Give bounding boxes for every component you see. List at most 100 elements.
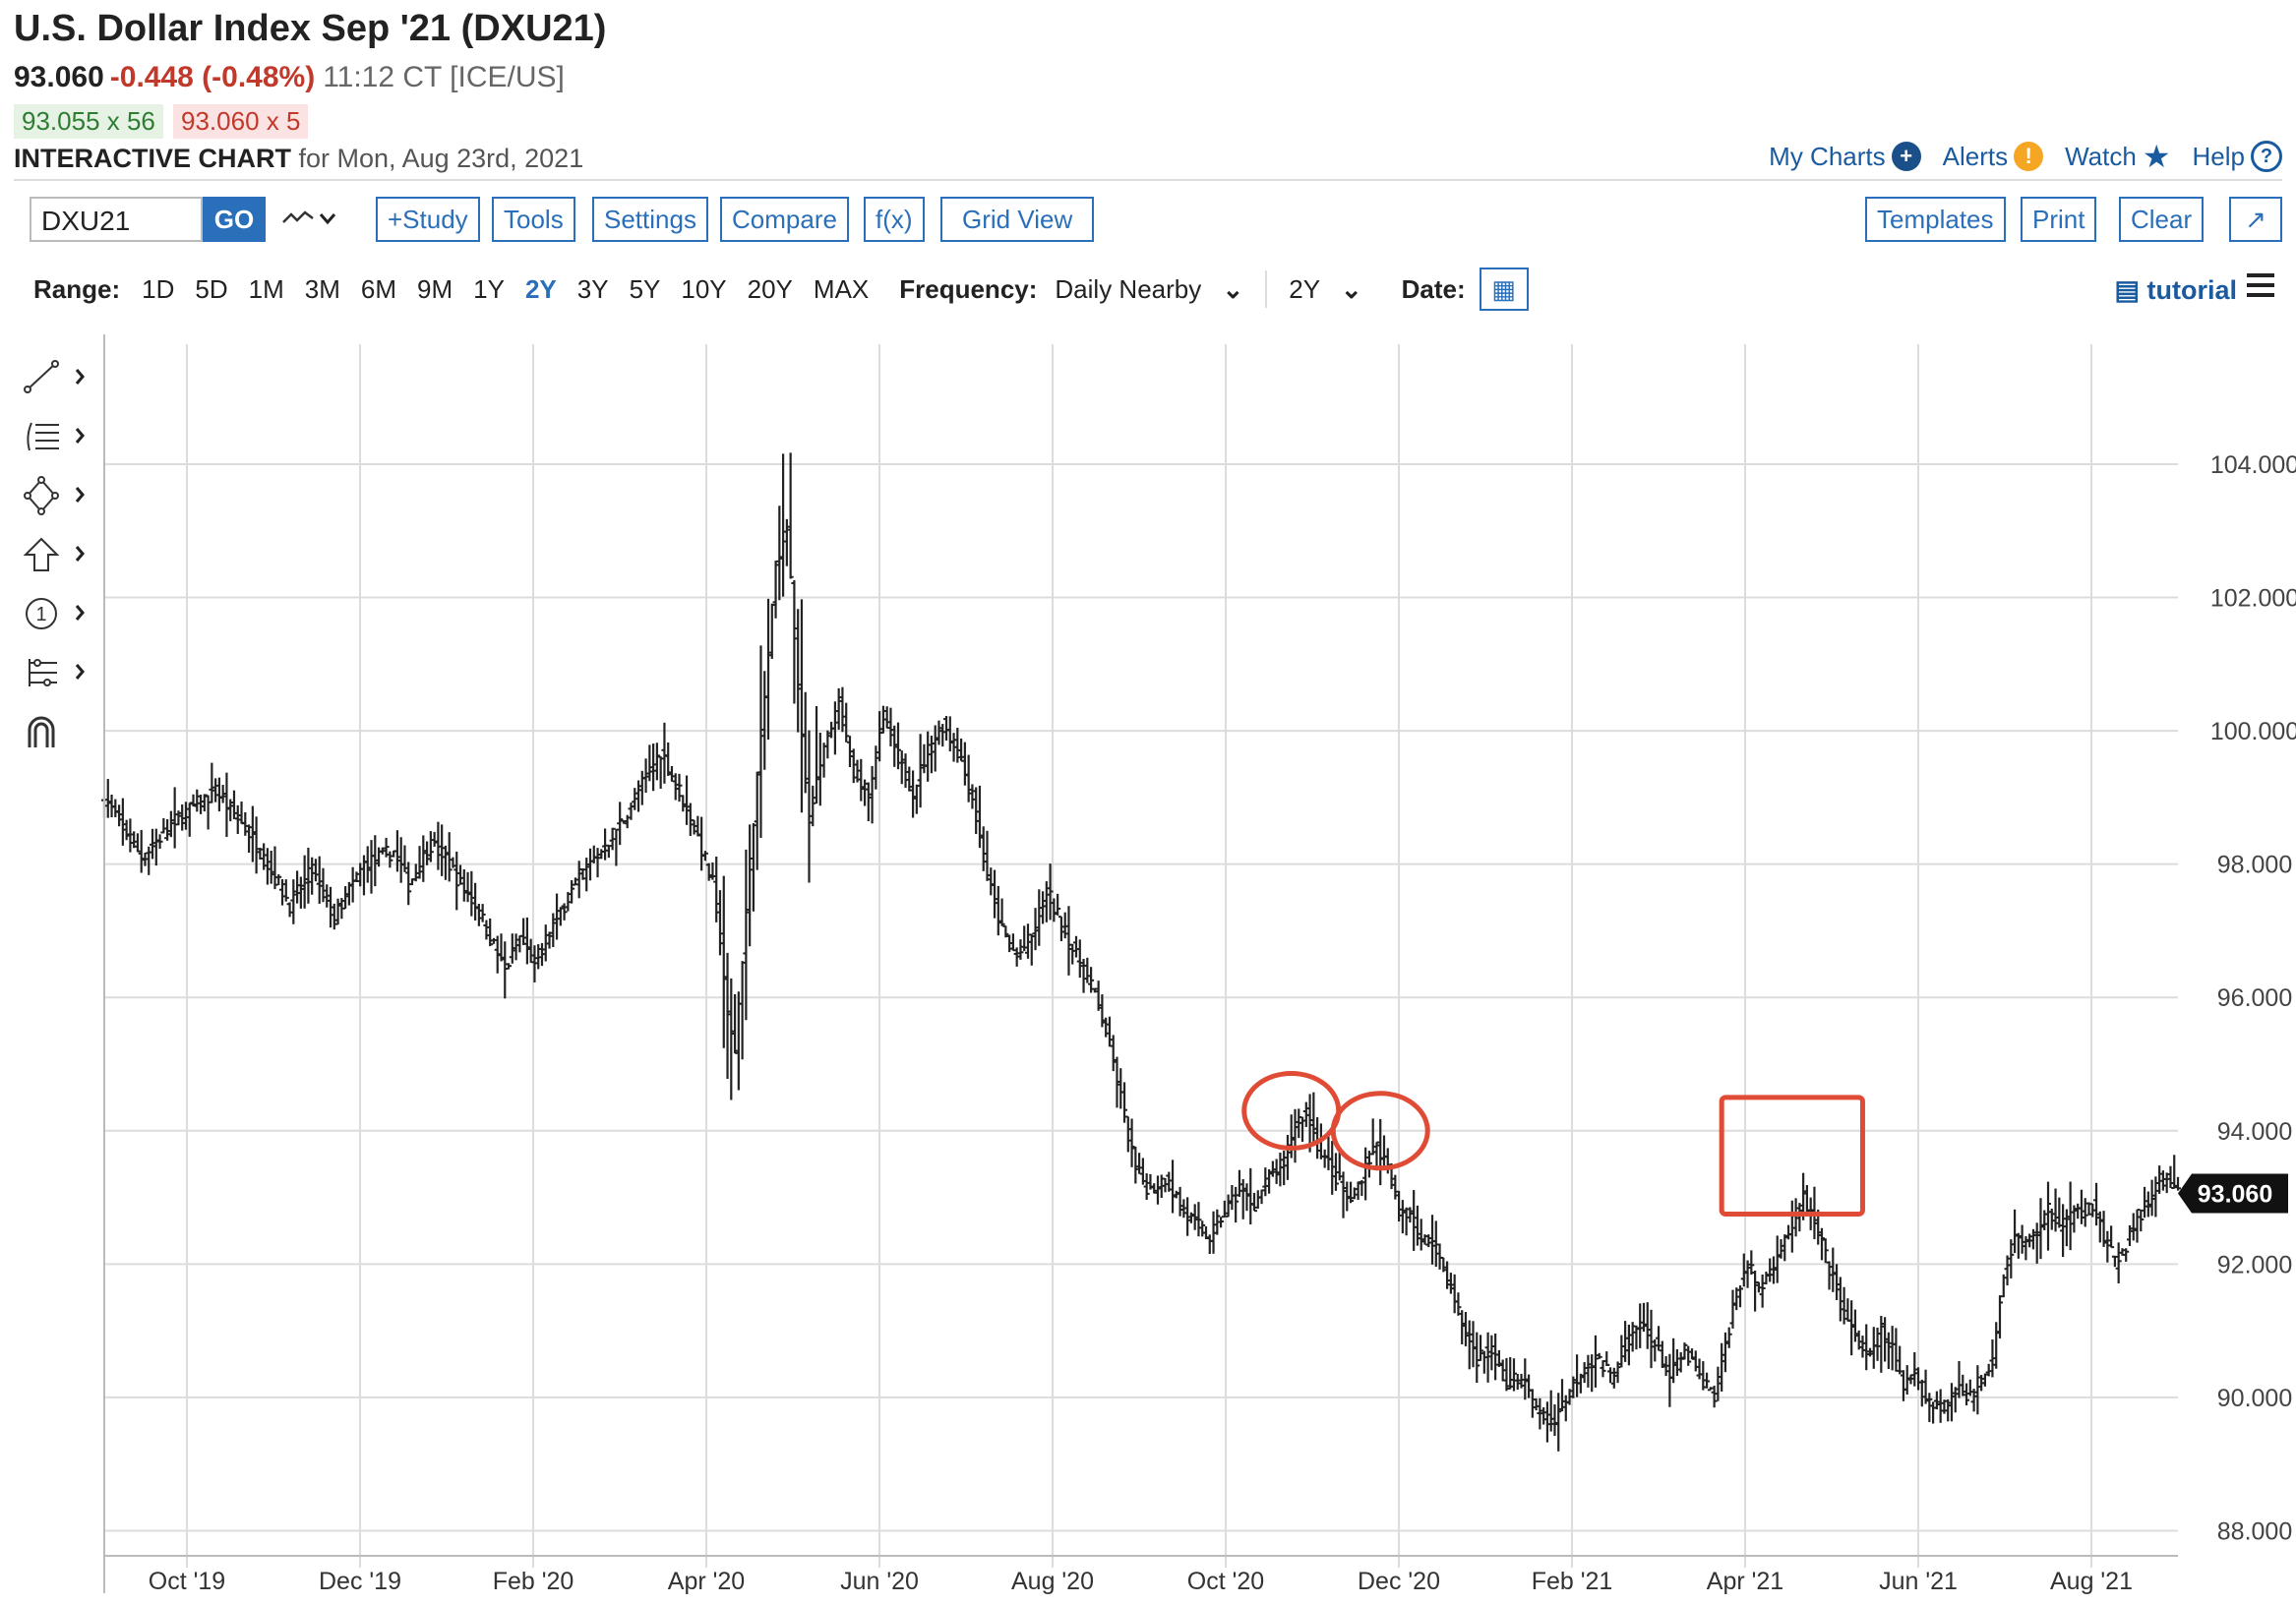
tutorial-link[interactable]: ▤ tutorial <box>2114 275 2237 306</box>
ohlc-bar <box>1296 1108 1302 1139</box>
ohlc-bar <box>1284 1135 1291 1180</box>
y-tick-label: 90.000 <box>2217 1385 2292 1412</box>
range-6m[interactable]: 6M <box>360 273 396 304</box>
price-chart[interactable]: Oct '19 Dec '19 Feb '20 Apr '20 Jun '20 Aug '… <box>0 325 2296 1605</box>
range-3m[interactable]: 3M <box>304 273 340 304</box>
ohlc-bar <box>527 938 534 964</box>
ohlc-bar <box>1118 1068 1124 1109</box>
ohlc-bar <box>1314 1116 1321 1159</box>
range-2y[interactable]: 2Y <box>524 273 557 304</box>
ohlc-bar <box>988 867 995 896</box>
range-10y[interactable]: 10Y <box>681 273 727 304</box>
frequency-select[interactable]: Daily Nearby ⌄ <box>1055 274 1243 305</box>
range-5d[interactable]: 5D <box>195 273 228 304</box>
line-tool[interactable] <box>22 358 91 397</box>
ohlc-bar <box>1941 1399 1948 1414</box>
ohlc-bar <box>1585 1354 1592 1388</box>
clear-button[interactable]: Clear <box>2119 197 2205 242</box>
ohlc-bar <box>550 913 557 948</box>
ohlc-bar <box>590 845 597 863</box>
arrow-up-icon <box>23 537 85 571</box>
date-label: Date: <box>1401 273 1466 304</box>
templates-button[interactable]: Templates <box>1865 197 2006 242</box>
shape-tool[interactable] <box>22 476 91 515</box>
ohlc-bar <box>435 821 442 870</box>
ohlc-bar <box>1603 1351 1610 1367</box>
annotation-tool[interactable]: 1 <box>22 594 91 633</box>
ohlc-bar <box>457 864 464 885</box>
ohlc-bar <box>624 814 631 829</box>
study-button[interactable]: +Study <box>376 197 480 242</box>
ohlc-bar <box>657 755 664 789</box>
ohlc-bar <box>720 875 727 1048</box>
ohlc-bar <box>1210 1211 1217 1254</box>
ohlc-bar <box>2004 1255 2011 1286</box>
grid-view-button[interactable]: Grid View <box>940 197 1095 242</box>
go-button[interactable]: GO <box>203 197 266 242</box>
ohlc-bar <box>1191 1204 1198 1230</box>
ohlc-bar <box>134 833 141 853</box>
chart-type-dropdown[interactable] <box>279 203 338 236</box>
ohlc-bar <box>353 871 360 882</box>
ohlc-bar <box>1874 1327 1881 1361</box>
help-link[interactable]: Help? <box>2193 141 2282 172</box>
arrow-tool[interactable] <box>22 535 91 574</box>
ohlc-bar <box>1526 1374 1533 1398</box>
calendar-button[interactable]: ▦ <box>1479 268 1529 311</box>
ohlc-bar <box>879 705 886 735</box>
alerts-link[interactable]: Alerts! <box>1943 142 2044 172</box>
range-label: Range: <box>33 273 121 304</box>
ohlc-bar <box>676 773 683 802</box>
ohlc-bar <box>628 802 634 820</box>
range-3y[interactable]: 3Y <box>576 273 609 304</box>
ohlc-bar <box>1024 923 1031 959</box>
ohlc-bar <box>579 867 586 880</box>
ohlc-bar <box>2071 1205 2078 1233</box>
ohlc-bar <box>910 770 917 818</box>
ohlc-bar <box>1510 1358 1517 1392</box>
ohlc-bar <box>1043 881 1050 922</box>
fx-button[interactable]: f(x) <box>864 197 925 242</box>
ohlc-bar <box>646 744 653 782</box>
tools-button[interactable]: Tools <box>492 197 575 242</box>
y-tick-label: 94.000 <box>2217 1118 2292 1146</box>
ohlc-bar <box>179 804 186 831</box>
range-9m[interactable]: 9M <box>417 273 453 304</box>
period-value: 2Y <box>1289 273 1320 304</box>
expand-button[interactable]: ↗ <box>2229 197 2282 242</box>
ohlc-bar <box>460 868 467 902</box>
range-1m[interactable]: 1M <box>248 273 284 304</box>
compare-button[interactable]: Compare <box>720 197 849 242</box>
watch-link[interactable]: Watch ★ <box>2065 138 2170 175</box>
range-20y[interactable]: 20Y <box>747 273 793 304</box>
ohlc-bar <box>1065 906 1072 976</box>
period-select[interactable]: 2Y ⌄ <box>1289 274 1361 305</box>
magnet-tool[interactable] <box>22 712 91 751</box>
ohlc-bar <box>802 691 809 794</box>
ohlc-bar <box>1978 1375 1985 1392</box>
print-button[interactable]: Print <box>2021 197 2097 242</box>
range-max[interactable]: MAX <box>813 273 870 304</box>
range-5y[interactable]: 5Y <box>629 273 661 304</box>
my-charts-link[interactable]: My Charts + <box>1769 142 1921 172</box>
ohlc-bar <box>906 766 913 792</box>
symbol-input[interactable]: DXU21 <box>30 197 203 242</box>
ohlc-bar <box>791 580 798 704</box>
ohlc-bar <box>1124 1115 1131 1153</box>
range-1y[interactable]: 1Y <box>473 273 505 304</box>
ohlc-bar <box>513 933 519 961</box>
menu-icon[interactable] <box>2247 273 2274 303</box>
fib-tool[interactable] <box>22 417 91 456</box>
ohlc-bar <box>261 843 268 870</box>
ohlc-bar <box>862 779 869 806</box>
ohlc-bar <box>1243 1183 1250 1212</box>
y-tick-label: 88.000 <box>2217 1517 2292 1545</box>
ohlc-bar <box>1288 1114 1295 1159</box>
measure-tool[interactable] <box>22 653 91 692</box>
x-tick-label: Oct '19 <box>149 1568 225 1595</box>
settings-button[interactable]: Settings <box>592 197 708 242</box>
range-1d[interactable]: 1D <box>142 273 175 304</box>
ohlc-bar <box>535 944 542 970</box>
ohlc-bar <box>2152 1176 2159 1218</box>
ohlc-bar <box>1543 1401 1550 1443</box>
